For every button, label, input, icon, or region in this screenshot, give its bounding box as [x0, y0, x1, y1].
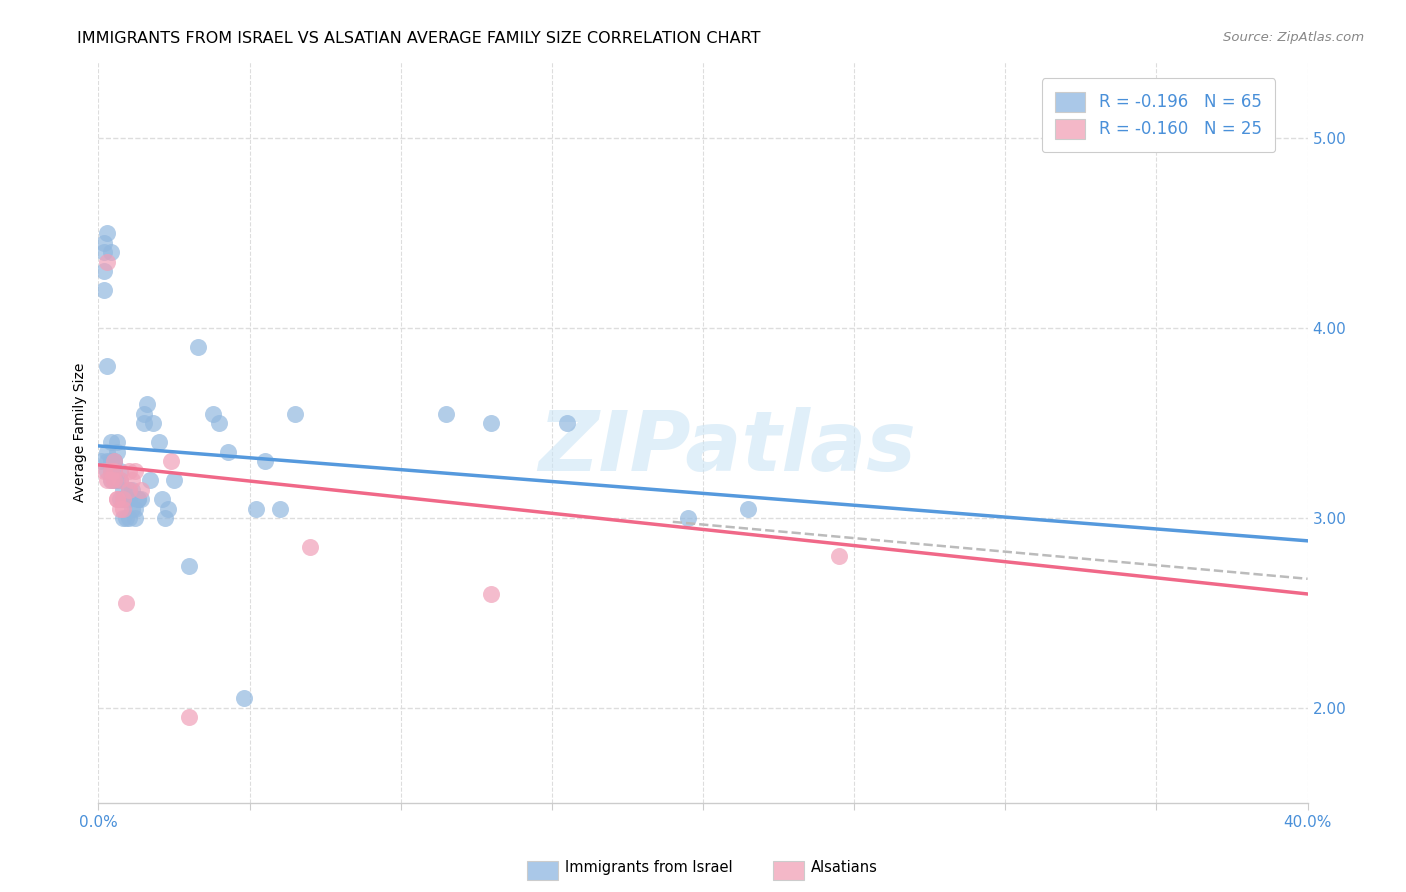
Point: [93, 283, 115, 297]
Point: [100, 435, 122, 450]
Point: [208, 416, 231, 430]
Point: [118, 511, 141, 525]
Point: [148, 435, 170, 450]
Point: [156, 501, 179, 516]
Legend: R = -0.196   N = 65, R = -0.160   N = 25: R = -0.196 N = 65, R = -0.160 N = 25: [1042, 78, 1275, 153]
Point: [111, 491, 134, 506]
Point: [434, 407, 457, 421]
Point: [103, 454, 125, 468]
Point: [124, 501, 146, 516]
Point: [132, 416, 155, 430]
Point: [299, 540, 322, 554]
Point: [111, 501, 134, 516]
Point: [100, 464, 122, 478]
Point: [114, 511, 136, 525]
Point: [121, 483, 143, 497]
Y-axis label: Average Family Size: Average Family Size: [73, 363, 87, 502]
Point: [737, 501, 759, 516]
Point: [100, 464, 122, 478]
Point: [103, 464, 125, 478]
Point: [93, 264, 115, 278]
Point: [118, 483, 141, 497]
Point: [124, 511, 146, 525]
Point: [103, 473, 125, 487]
Point: [135, 397, 157, 411]
Point: [108, 473, 131, 487]
Point: [187, 340, 209, 354]
Point: [163, 473, 186, 487]
Point: [160, 454, 183, 468]
Text: Source: ZipAtlas.com: Source: ZipAtlas.com: [1223, 31, 1364, 45]
Point: [124, 464, 146, 478]
Point: [555, 416, 578, 430]
Point: [93, 245, 115, 260]
Point: [142, 416, 165, 430]
Point: [481, 587, 503, 601]
Point: [103, 464, 125, 478]
Point: [481, 416, 503, 430]
Text: IMMIGRANTS FROM ISRAEL VS ALSATIAN AVERAGE FAMILY SIZE CORRELATION CHART: IMMIGRANTS FROM ISRAEL VS ALSATIAN AVERA…: [77, 31, 761, 46]
Point: [96, 444, 118, 458]
Point: [132, 407, 155, 421]
Point: [111, 511, 134, 525]
Point: [121, 473, 143, 487]
Point: [93, 464, 115, 478]
Point: [100, 454, 122, 468]
Point: [121, 501, 143, 516]
Point: [179, 710, 201, 724]
Text: ZIPatlas: ZIPatlas: [538, 407, 917, 488]
Point: [232, 691, 254, 706]
Point: [108, 501, 131, 516]
Point: [105, 435, 128, 450]
Point: [103, 454, 125, 468]
Point: [105, 491, 128, 506]
Point: [202, 407, 225, 421]
Point: [269, 501, 291, 516]
Point: [114, 491, 136, 506]
Point: [253, 454, 276, 468]
Point: [93, 235, 115, 250]
Point: [828, 549, 851, 563]
Point: [153, 511, 176, 525]
Point: [108, 473, 131, 487]
Point: [100, 473, 122, 487]
Text: Immigrants from Israel: Immigrants from Israel: [565, 860, 733, 874]
Point: [129, 491, 152, 506]
Point: [105, 444, 128, 458]
Point: [103, 473, 125, 487]
Point: [108, 491, 131, 506]
Point: [118, 464, 141, 478]
Point: [284, 407, 307, 421]
Point: [127, 491, 149, 506]
Point: [96, 359, 118, 374]
Point: [118, 491, 141, 506]
Point: [96, 227, 118, 241]
Point: [100, 473, 122, 487]
Point: [245, 501, 267, 516]
Point: [150, 491, 173, 506]
Point: [114, 597, 136, 611]
Point: [105, 491, 128, 506]
Point: [676, 511, 699, 525]
Point: [179, 558, 201, 573]
Point: [111, 491, 134, 506]
Point: [103, 454, 125, 468]
Point: [96, 454, 118, 468]
Point: [100, 245, 122, 260]
Point: [217, 444, 239, 458]
Point: [108, 464, 131, 478]
Point: [139, 473, 162, 487]
Point: [105, 473, 128, 487]
Point: [90, 454, 112, 468]
Point: [111, 483, 134, 497]
Point: [118, 483, 141, 497]
Point: [129, 483, 152, 497]
Text: Alsatians: Alsatians: [811, 860, 879, 874]
Point: [127, 491, 149, 506]
Point: [96, 254, 118, 268]
Point: [96, 473, 118, 487]
Point: [96, 464, 118, 478]
